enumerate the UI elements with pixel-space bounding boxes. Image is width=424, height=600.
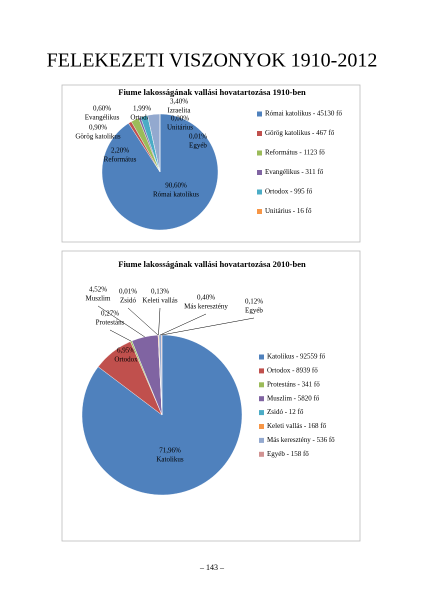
legend-label: Katolikus - 92559 fő [267, 353, 326, 361]
legend-swatch [259, 396, 264, 402]
legend-swatch [259, 451, 264, 457]
legend-label: Református - 1123 fő [265, 149, 325, 157]
page-number: – 143 – [199, 563, 225, 572]
data-label-name: Protestáns [96, 319, 125, 327]
data-label: 3,40% [170, 98, 188, 106]
leader-line [161, 317, 255, 336]
data-label-name: Muszlim [86, 295, 111, 303]
data-label: 0,40% [197, 294, 215, 302]
data-label: 0,12% [245, 298, 263, 306]
data-label-name: Unitárius [167, 124, 193, 132]
legend-swatch [259, 368, 264, 374]
leader-line [109, 329, 132, 342]
data-label: 0,01% [119, 288, 137, 296]
leader-line [159, 313, 207, 336]
data-label-name: Egyéb [245, 307, 263, 315]
legend-label: Ortodox - 8939 fő [267, 367, 318, 375]
legend-label: Evangélikus - 311 fő [265, 168, 324, 176]
legend-label: Római katolikus - 45130 fő [265, 110, 342, 118]
leader-line [127, 307, 159, 336]
data-label: 71,96% [159, 447, 181, 455]
data-label: 0,01% [189, 133, 207, 141]
data-label: 1,99% [133, 105, 151, 113]
data-label-name: Egyéb [189, 142, 207, 150]
data-label: 2,20% [111, 147, 129, 155]
chart-title: Fiume lakosságának vallási hovatartozása… [118, 87, 306, 97]
data-label-name: Római katolikus [153, 191, 199, 199]
legend-swatch [259, 424, 264, 429]
data-label: 6,95% [117, 347, 135, 355]
legend-swatch [257, 150, 262, 156]
page-title: FELEKEZETI VISZONYOK 1910-2012 [47, 50, 378, 72]
data-label-name: Keleti vallás [142, 297, 177, 305]
chart-frame [61, 84, 361, 243]
legend-label: Más keresztény - 536 fő [267, 436, 335, 444]
legend-label: Keleti vallás - 168 fő [267, 422, 327, 430]
legend-swatch [257, 131, 262, 136]
data-label: 0,90% [89, 124, 107, 132]
legend-swatch [259, 410, 264, 416]
chart-frame [61, 250, 361, 542]
legend-label: Görög katolikus - 467 fő [265, 129, 335, 137]
data-label-name: Zsidó [120, 297, 136, 305]
data-label-name: Más keresztény [184, 303, 228, 311]
legend-swatch [257, 111, 262, 117]
data-label-name: Ortodox [114, 356, 138, 364]
legend-swatch [257, 209, 262, 214]
legend-label: Egyéb - 158 fő [267, 450, 309, 458]
legend-label: Zsidó - 12 fő [267, 408, 304, 416]
data-label: 90,60% [165, 182, 187, 190]
legend-label: Unitárius - 16 fő [265, 207, 312, 215]
legend-label: Ortodox - 995 fő [265, 188, 313, 196]
leader-line [97, 305, 145, 338]
data-label: 0,60% [93, 105, 111, 113]
legend-swatch [257, 189, 262, 195]
legend-label: Muszlim - 5820 fő [267, 394, 320, 402]
data-label-name: Görög katolikus [75, 133, 121, 141]
data-label-name: Izraelita [168, 107, 192, 115]
data-label-name: Katolikus [156, 456, 183, 464]
legend-swatch [259, 437, 264, 443]
data-label: 0,27% [101, 310, 119, 318]
legend-label: Protestáns - 341 fő [267, 380, 320, 388]
data-label-name: Református [104, 156, 137, 164]
data-label-name: Evangélikus [85, 114, 120, 122]
legend-swatch [259, 354, 264, 360]
data-label: 0,13% [151, 288, 169, 296]
legend-swatch [259, 382, 264, 388]
leader-line [158, 307, 161, 336]
data-label: 4,52% [89, 286, 107, 294]
data-label: 0,00% [171, 115, 189, 123]
chart-title: Fiume lakosságának vallási hovatartozása… [118, 259, 306, 269]
legend-swatch [257, 170, 262, 175]
data-label-name: Ortodox [130, 114, 154, 122]
